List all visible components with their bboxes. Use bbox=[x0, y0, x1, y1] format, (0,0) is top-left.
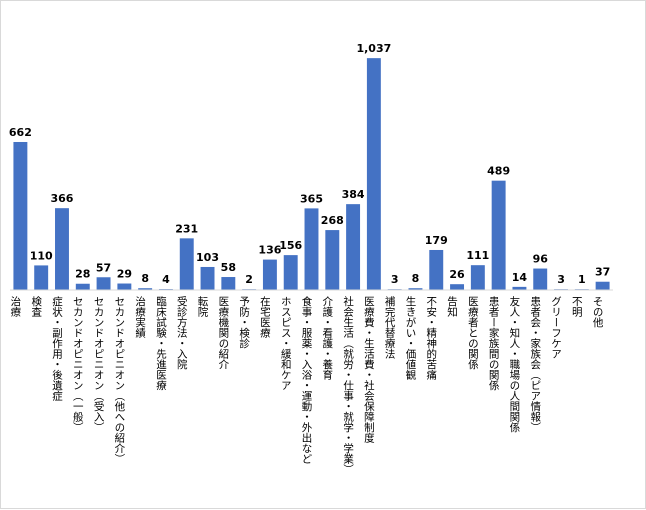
category-label-24: 友人・知人・職場の人間関係 bbox=[508, 295, 520, 433]
category-label-3: セカンドオピニオン（一般） bbox=[72, 296, 84, 433]
bar-value-label-22: 111 bbox=[466, 249, 489, 262]
category-label-19: 生きがい・価値観 bbox=[404, 295, 416, 381]
bar-9 bbox=[200, 266, 215, 290]
bar-21 bbox=[450, 284, 465, 290]
bar-12 bbox=[262, 259, 277, 290]
category-label-16: 社会生活（就労・仕事・就学・学業） bbox=[342, 295, 354, 474]
bar-value-label-1: 110 bbox=[30, 249, 53, 262]
bar-value-label-5: 29 bbox=[117, 268, 132, 281]
category-label-4: セカンドオピニオン（受入） bbox=[93, 296, 105, 433]
bar-24 bbox=[512, 286, 527, 290]
bar-value-label-4: 57 bbox=[96, 261, 111, 274]
bar-value-label-20: 179 bbox=[425, 234, 448, 247]
bar-value-label-17: 1,037 bbox=[356, 42, 391, 55]
bar-value-label-26: 3 bbox=[557, 273, 565, 286]
bar-value-label-10: 58 bbox=[221, 261, 236, 274]
bar-value-label-9: 103 bbox=[196, 251, 219, 264]
bar-17 bbox=[366, 58, 381, 290]
bars-layer bbox=[13, 58, 610, 290]
category-label-6: 治療実績 bbox=[134, 295, 146, 339]
bar-value-label-24: 14 bbox=[512, 271, 528, 284]
bar-value-label-28: 37 bbox=[595, 266, 610, 279]
category-label-11: 予防・検診 bbox=[238, 296, 250, 349]
bar-4 bbox=[96, 277, 111, 290]
category-label-7: 臨床試験・先進医療 bbox=[155, 295, 167, 390]
bar-value-label-8: 231 bbox=[175, 222, 198, 235]
bar-value-label-25: 96 bbox=[533, 253, 549, 266]
bar-value-label-6: 8 bbox=[141, 272, 149, 285]
bar-3 bbox=[75, 283, 90, 290]
bar-value-label-19: 8 bbox=[412, 272, 420, 285]
category-label-8: 受診方法・入院 bbox=[176, 296, 188, 370]
category-label-27: 不明 bbox=[571, 296, 583, 318]
bar-5 bbox=[117, 283, 132, 290]
bar-1 bbox=[34, 265, 49, 290]
bar-value-label-23: 489 bbox=[487, 165, 510, 178]
bar-value-label-16: 384 bbox=[342, 188, 365, 201]
category-label-1: 検査 bbox=[30, 295, 42, 317]
bar-13 bbox=[283, 255, 298, 290]
bar-value-label-27: 1 bbox=[578, 273, 586, 286]
category-label-13: ホスピス・緩和ケア bbox=[280, 296, 292, 391]
bar-value-label-21: 26 bbox=[449, 268, 465, 281]
bar-value-label-14: 365 bbox=[300, 192, 323, 205]
category-label-20: 不安・精神的苦痛 bbox=[425, 296, 437, 381]
category-label-25: 患者会・家族会（ピア情報） bbox=[529, 296, 541, 433]
bar-19 bbox=[408, 288, 423, 290]
bar-value-label-7: 4 bbox=[162, 273, 170, 286]
bar-2 bbox=[55, 208, 69, 290]
category-label-10: 医療機関の紹介 bbox=[217, 296, 229, 370]
bar-value-label-18: 3 bbox=[391, 273, 399, 286]
bar-value-label-2: 366 bbox=[50, 192, 73, 205]
category-label-17: 医療費・生活費・社会保障制度 bbox=[363, 296, 375, 444]
bar-8 bbox=[179, 238, 194, 290]
bar-28 bbox=[595, 281, 610, 290]
category-label-9: 転院 bbox=[197, 296, 209, 318]
category-label-22: 医療者との関係 bbox=[467, 296, 479, 370]
bar-16 bbox=[346, 204, 361, 290]
category-label-18: 補完代替療法 bbox=[384, 295, 396, 360]
bar-value-label-13: 156 bbox=[279, 239, 302, 252]
bar-10 bbox=[221, 277, 236, 290]
category-label-12: 在宅医療 bbox=[259, 296, 271, 338]
bar-14 bbox=[304, 208, 319, 290]
category-label-0: 治療 bbox=[9, 295, 21, 317]
bar-15 bbox=[325, 230, 340, 290]
category-label-14: 食事・服薬・入浴・運動・外出など bbox=[301, 295, 313, 464]
category-label-21: 告知 bbox=[446, 295, 458, 317]
bar-6 bbox=[138, 288, 153, 290]
bar-0 bbox=[13, 141, 28, 290]
category-labels-layer: 治療 検査 症状・副作用・後遺症 セカンドオピニオン（一般） セカンドオピニオン（受入）… bbox=[9, 295, 603, 474]
bar-23 bbox=[491, 180, 506, 290]
bar-value-label-15: 268 bbox=[321, 214, 344, 227]
category-label-2: 症状・副作用・後遺症 bbox=[51, 295, 63, 402]
category-label-26: グリーフケア bbox=[550, 296, 562, 359]
bar-value-label-0: 662 bbox=[9, 126, 32, 139]
bar-value-label-12: 136 bbox=[258, 244, 281, 257]
category-label-15: 介護・看護・養育 bbox=[321, 296, 333, 381]
bar-value-label-11: 2 bbox=[245, 273, 253, 286]
category-label-28: その他 bbox=[592, 296, 604, 328]
bar-20 bbox=[429, 249, 444, 290]
category-label-23: 患者ー家族間の関係 bbox=[488, 296, 500, 391]
bar-value-label-3: 28 bbox=[75, 268, 90, 281]
category-label-5: セカンドオピニオン（他への紹介） bbox=[113, 296, 125, 464]
bar-25 bbox=[533, 268, 548, 290]
bar-22 bbox=[470, 265, 485, 290]
